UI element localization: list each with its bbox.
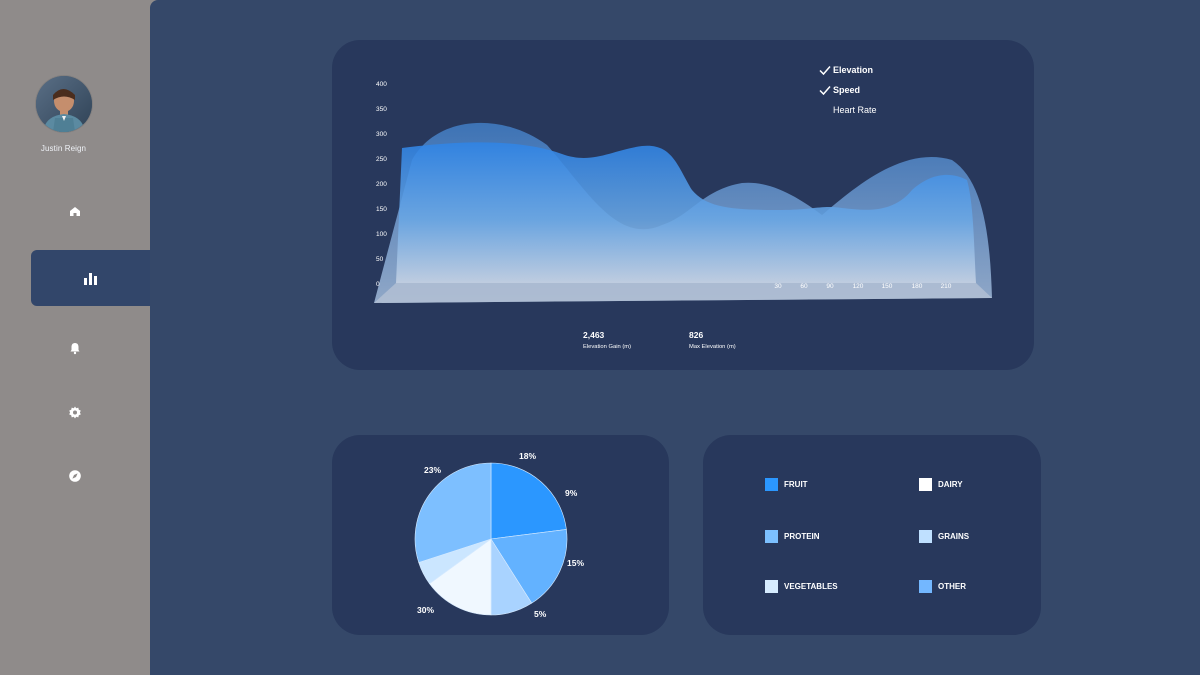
- legend-grains[interactable]: GRAINS: [919, 530, 969, 543]
- legend-elevation-label: Elevation: [833, 65, 874, 75]
- y-tick-200: 200: [376, 181, 387, 188]
- elevation-gain-label: Elevation Gain (m): [583, 344, 632, 350]
- pie-slice-grains[interactable]: [429, 538, 492, 616]
- pie-label-vegetables: 5%: [534, 609, 547, 619]
- legend-fruit-label: FRUIT: [784, 480, 808, 489]
- pie-label-other: 30%: [417, 605, 435, 615]
- pie-label-grains: 15%: [567, 558, 585, 568]
- pie-slice-dairy[interactable]: [490, 529, 568, 604]
- legend-swatch-dairy: [919, 478, 932, 491]
- pie-label-dairy: 18%: [519, 451, 537, 461]
- legend-dairy-label: DAIRY: [938, 480, 963, 489]
- max-elevation-value: 826: [689, 330, 704, 340]
- avatar-image: [36, 76, 92, 132]
- home-icon: [70, 207, 80, 216]
- nutrition-legend-card: FRUIT DAIRY PROTEIN GRAINS VEGETABLES OT…: [703, 435, 1041, 635]
- x-tick-180: 180: [911, 283, 923, 290]
- legend-swatch-grains: [919, 530, 932, 543]
- pie-label-fruit: 23%: [424, 465, 442, 475]
- legend-swatch-protein: [765, 530, 778, 543]
- legend-vegetables-label: VEGETABLES: [784, 582, 838, 591]
- y-tick-400: 400: [376, 81, 387, 88]
- avatar[interactable]: [36, 76, 92, 132]
- y-tick-350: 350: [376, 106, 387, 113]
- max-elevation-label: Max Elevation (m): [689, 344, 736, 350]
- legend-other-label: OTHER: [938, 582, 966, 591]
- legend-vegetables[interactable]: VEGETABLES: [765, 580, 838, 593]
- nav-settings[interactable]: [0, 396, 150, 428]
- legend-grains-label: GRAINS: [938, 532, 970, 541]
- legend-swatch-fruit: [765, 478, 778, 491]
- legend-protein-label: PROTEIN: [784, 532, 820, 541]
- pie-chart: [414, 462, 568, 616]
- x-tick-210: 210: [940, 283, 952, 290]
- y-tick-50: 50: [376, 256, 384, 263]
- legend-other[interactable]: OTHER: [919, 580, 966, 593]
- speed-area: [396, 142, 976, 283]
- elevation-gain-stat: 2,463 Elevation Gain (m): [583, 330, 631, 350]
- pie-slice-fruit[interactable]: [490, 462, 567, 540]
- legend-speed-label: Speed: [833, 85, 861, 95]
- check-icon: [819, 86, 831, 96]
- area-chart: [374, 122, 992, 303]
- legend-protein[interactable]: PROTEIN: [765, 530, 820, 543]
- series-legend: Elevation Speed Heart Rate: [818, 60, 877, 120]
- elevation-gain-value: 2,463: [583, 330, 605, 340]
- y-tick-0: 0: [376, 281, 380, 288]
- nav-explore[interactable]: [0, 460, 150, 492]
- x-tick-90: 90: [826, 283, 834, 290]
- nav-analytics[interactable]: [31, 250, 150, 306]
- pie-slice-other[interactable]: [414, 462, 492, 563]
- sidebar: Justin Reign: [0, 0, 150, 675]
- legend-fruit[interactable]: FRUIT: [765, 478, 808, 491]
- x-tick-120: 120: [852, 283, 864, 290]
- nav-notifications[interactable]: [0, 332, 150, 364]
- legend-speed[interactable]: Speed: [818, 80, 877, 100]
- legend-heart-rate-label: Heart Rate: [833, 105, 877, 115]
- bar-chart-icon: [84, 272, 97, 285]
- legend-heart-rate[interactable]: Heart Rate: [818, 100, 877, 120]
- legend-swatch-other: [919, 580, 932, 593]
- y-tick-100: 100: [376, 231, 387, 238]
- bell-icon: [70, 343, 80, 355]
- y-tick-300: 300: [376, 131, 387, 138]
- nav-home[interactable]: [0, 195, 150, 227]
- check-icon: [819, 66, 831, 76]
- x-tick-60: 60: [800, 283, 808, 290]
- y-tick-250: 250: [376, 156, 387, 163]
- max-elevation-stat: 826 Max Elevation (m): [689, 330, 736, 350]
- y-tick-150: 150: [376, 206, 387, 213]
- main-content: Elevation Speed Heart Rate 400 350 300 2…: [150, 0, 1200, 675]
- legend-swatch-vegetables: [765, 580, 778, 593]
- chart-floor: [374, 283, 992, 303]
- user-name: Justin Reign: [40, 144, 87, 153]
- compass-icon: [69, 470, 81, 482]
- activity-chart-card: Elevation Speed Heart Rate 400 350 300 2…: [332, 40, 1034, 370]
- legend-dairy[interactable]: DAIRY: [919, 478, 963, 491]
- legend-elevation[interactable]: Elevation: [818, 60, 877, 80]
- nutrition-pie-card: 23% 18% 9% 15% 5% 30%: [332, 435, 669, 635]
- x-tick-150: 150: [881, 283, 893, 290]
- pie-label-protein: 9%: [565, 488, 578, 498]
- gear-icon: [69, 406, 81, 419]
- x-tick-30: 30: [774, 283, 782, 290]
